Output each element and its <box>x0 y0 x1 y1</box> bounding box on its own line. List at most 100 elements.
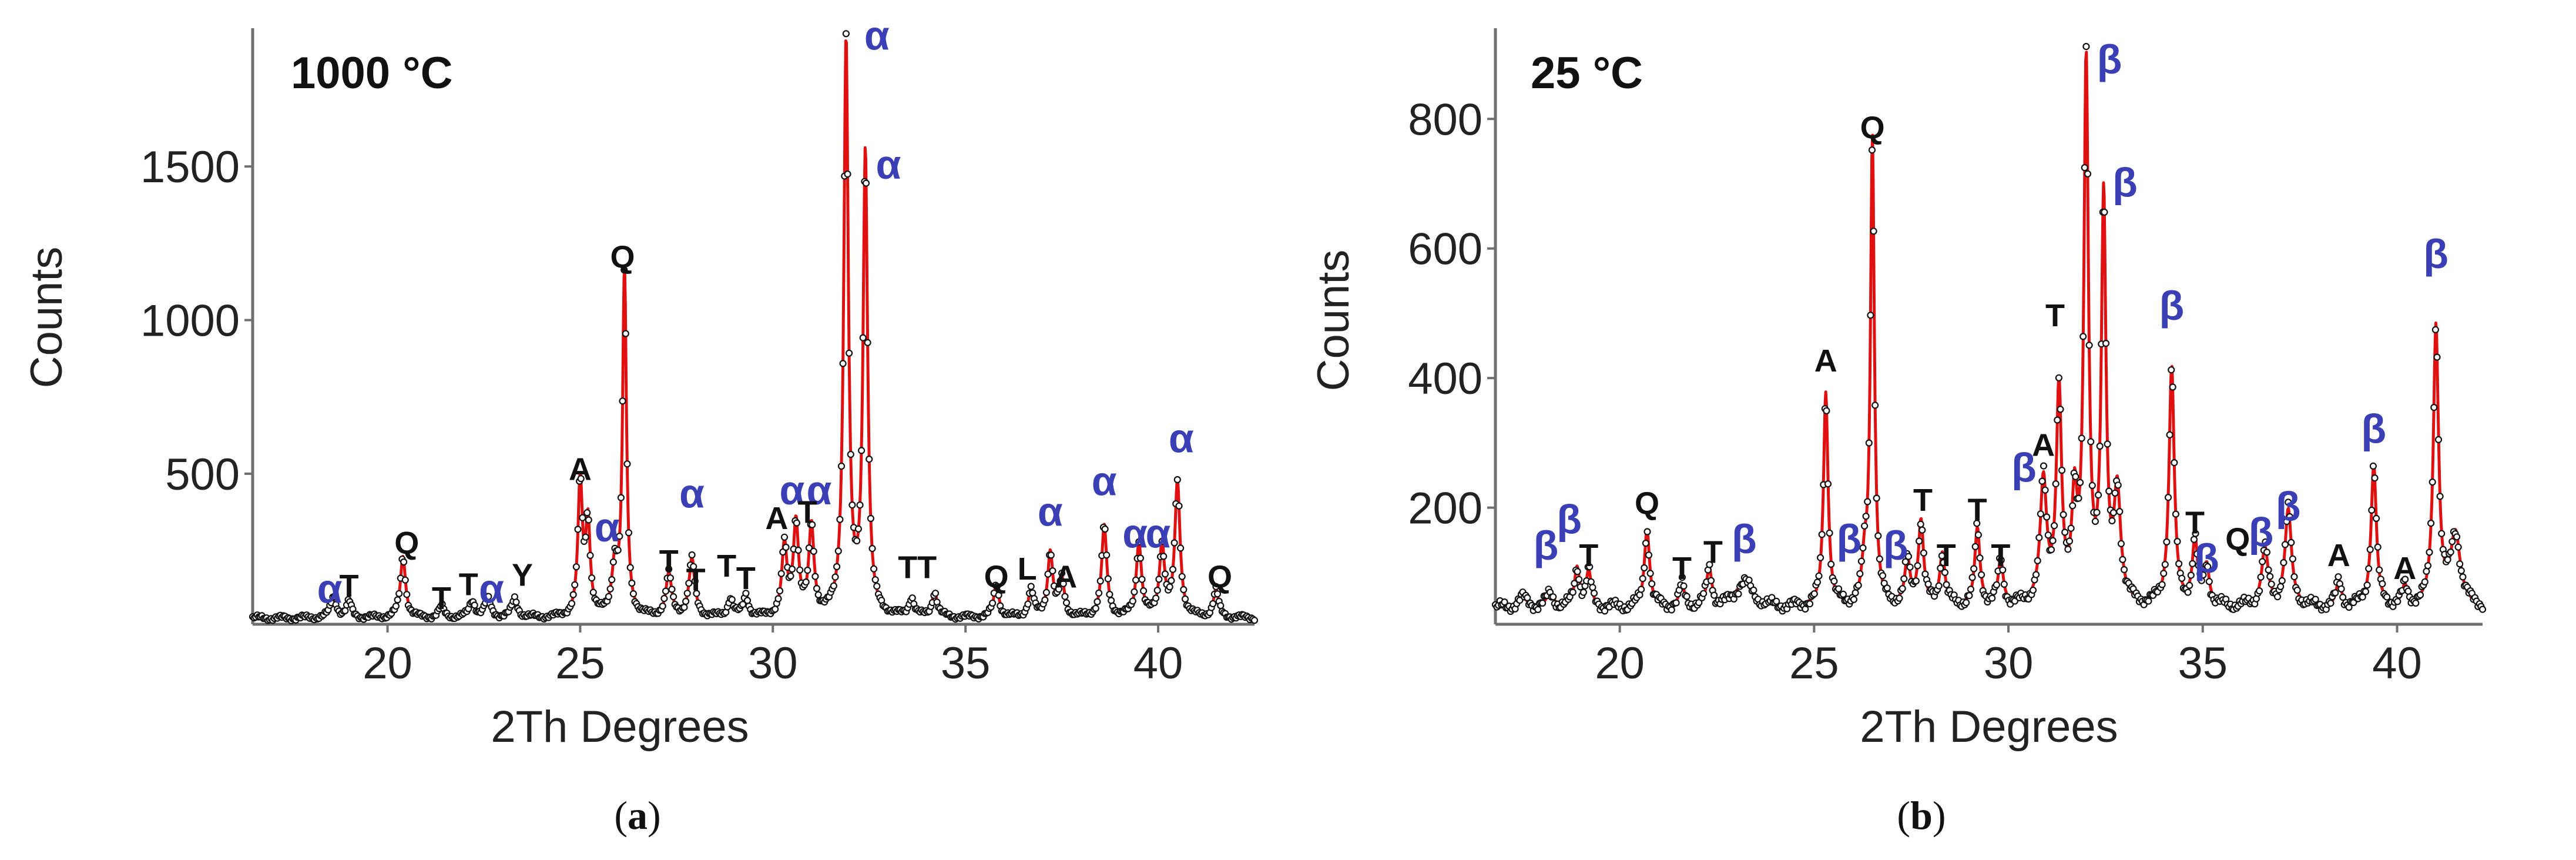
panel-a-observed-point <box>1062 599 1071 607</box>
panel-b-peak-label-phase: β <box>1837 516 1862 562</box>
panel-a-observed-point <box>780 533 789 541</box>
panel-b-peak-label-phase: β <box>2194 536 2219 581</box>
panel-a-observed-point <box>1094 598 1101 605</box>
panel-a-observed-point <box>1169 565 1177 573</box>
panel-b-observed-point <box>2312 595 2319 603</box>
panel-b-observed-point <box>2161 561 2169 568</box>
panel-a-observed-point <box>1058 569 1066 577</box>
panel-b-observed-point <box>2000 580 2008 588</box>
panel-b-observed-point <box>1575 575 1583 583</box>
panel-a-observed-point <box>392 602 400 610</box>
panel-b-observed-point <box>2339 593 2347 601</box>
panel-b-observed-point <box>2079 333 2087 340</box>
panel-b-observed-point <box>1589 584 1596 591</box>
panel-b-peak-label-mineral: A <box>2032 427 2055 463</box>
panel-a-temperature-label: 1000 °C <box>291 48 452 98</box>
panel-a-observed-point <box>1176 544 1185 552</box>
panel-b-observed-point <box>2035 534 2043 541</box>
panel-a-observed-point <box>862 179 870 187</box>
panel-b-peak-label-phase: β <box>1557 497 1582 543</box>
panel-a-observed-point <box>1161 570 1169 578</box>
panel-a-peak-label-mineral: T <box>736 561 756 596</box>
panel-a-peak-label-mineral: A <box>569 451 592 487</box>
panel-a-observed-point <box>659 602 666 610</box>
panel-b-observed-point <box>1883 584 1891 592</box>
panel-b-observed-point <box>1735 590 1742 598</box>
panel-b-x-tick-label: 40 <box>2372 638 2422 688</box>
panel-b-observed-point <box>2362 588 2370 595</box>
panel-b-observed-point <box>2280 558 2287 567</box>
panel-b-observed-point <box>2168 366 2175 374</box>
panel-b-observed-point <box>1941 568 1949 577</box>
panel-b-observed-point <box>2287 538 2295 547</box>
panel-b-observed-point <box>2290 573 2298 581</box>
panel-a-observed-point <box>614 546 622 554</box>
panel-a-observed-point <box>814 591 822 598</box>
panel-a-observed-point <box>568 600 576 607</box>
panel-b-observed-point <box>2088 481 2096 490</box>
panel-a-peak-label-phase: α <box>479 565 504 611</box>
panel-b-observed-point <box>2454 543 2462 551</box>
panel-b-observed-point <box>2117 540 2125 548</box>
panel-a-observed-point <box>619 397 626 405</box>
panel-a-peak-label-mineral: T <box>898 550 917 585</box>
panel-b-observed-point <box>1824 480 1832 488</box>
panel-a-observed-point <box>512 598 520 606</box>
panel-b-peak-label-mineral: T <box>1672 551 1692 586</box>
panel-b-observed-point <box>1818 531 1826 538</box>
panel-b-peak-label-mineral: T <box>2185 506 2205 541</box>
panel-b-observed-point <box>1970 565 1978 573</box>
panel-a-peak-label-mineral: T <box>917 550 937 585</box>
panel-a-observed-point <box>1059 580 1067 588</box>
panel-b-peak-label-mineral: T <box>1968 493 1987 528</box>
panel-b-observed-point <box>2105 487 2113 495</box>
panel-b-observed-point <box>1524 594 1531 602</box>
panel-b-peak-label-mineral: T <box>1913 483 1933 518</box>
panel-b-observed-point <box>2111 489 2119 497</box>
panel-b-observed-point <box>2433 353 2441 361</box>
panel-a-peak-label-mineral: Y <box>512 558 533 593</box>
panel-b-observed-point <box>2436 493 2444 500</box>
panel-b-observed-point <box>1817 554 1824 561</box>
panel-b-observed-point <box>2369 462 2377 470</box>
panel-a-observed-point <box>626 564 634 571</box>
panel-a-observed-point <box>794 546 802 554</box>
panel-b-observed-point <box>2158 581 2166 588</box>
panel-b-x-tick-label: 20 <box>1595 638 1645 688</box>
panel-b-observed-point <box>2116 508 2124 516</box>
panel-a-x-tick-label: 20 <box>363 638 412 688</box>
panel-b-observed-point <box>2373 514 2380 523</box>
panel-b-observed-point <box>2332 589 2339 597</box>
panel-a-observed-point <box>617 494 625 501</box>
panel-a-observed-point <box>623 460 631 468</box>
panel-b-observed-point <box>2431 326 2439 334</box>
panel-a-observed-point <box>870 565 878 573</box>
panel-a-peak-label-phase: α <box>679 470 705 516</box>
panel-b-observed-point <box>1973 520 1981 527</box>
panel-a-observed-point <box>1175 502 1183 510</box>
panel-b-observed-point <box>2268 580 2275 588</box>
panel-b-observed-point <box>1549 593 1557 601</box>
panel-a-observed-point <box>1095 589 1103 597</box>
panel-b-observed-point <box>1700 590 1708 597</box>
panel-b-observed-point <box>1810 590 1818 598</box>
panel-a-observed-point <box>666 574 675 582</box>
panel-b-observed-point <box>2174 537 2181 546</box>
panel-b-observed-point <box>2459 573 2467 581</box>
panel-b-observed-point <box>1861 522 1869 530</box>
panel-a-observed-point <box>586 551 594 560</box>
panel-a-observed-point <box>609 558 617 566</box>
panel-b-observed-point <box>1830 577 1838 585</box>
panel-b-observed-point <box>2047 546 2055 554</box>
panel-b-observed-point <box>1906 563 1914 571</box>
panel-a-observed-point <box>1101 525 1109 533</box>
panel-b-observed-point <box>2274 593 2282 601</box>
panel-a-peak-label-phase: α <box>806 467 831 513</box>
panel-a-observed-point <box>857 447 866 454</box>
panel-a-observed-point <box>665 565 673 573</box>
panel-b-observed-point <box>1968 574 1976 581</box>
panel-b-observed-point <box>2145 597 2152 605</box>
panel-b-observed-point <box>2257 573 2265 581</box>
panel-b-y-axis-title: Counts <box>1309 250 1359 391</box>
